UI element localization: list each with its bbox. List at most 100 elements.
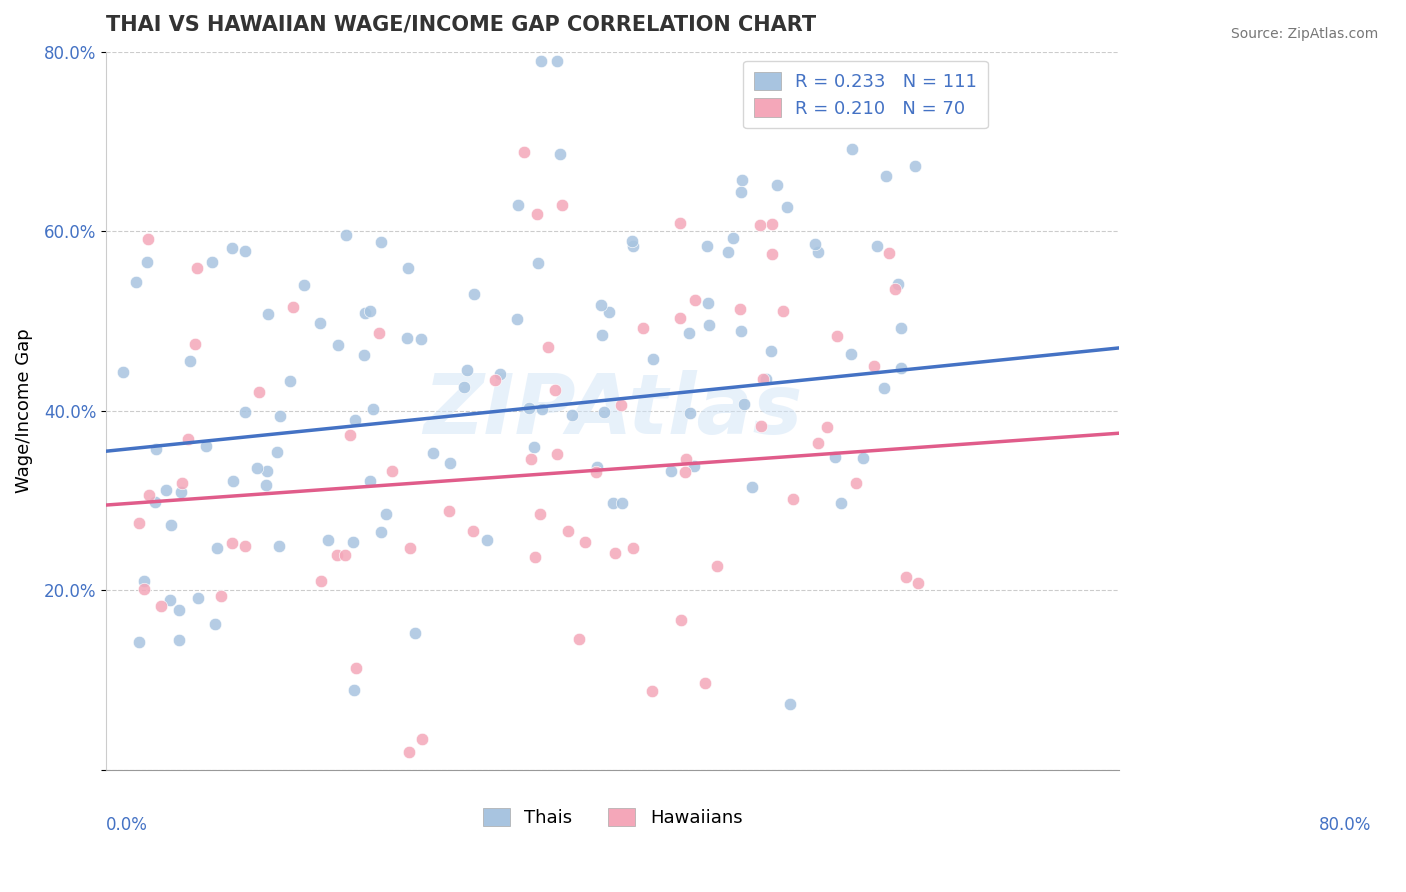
- Point: [659, 464, 682, 478]
- Point: [172, 475, 194, 490]
- Point: [233, 244, 256, 258]
- Legend: R = 0.233   N = 111, R = 0.210   N = 70: R = 0.233 N = 111, R = 0.210 N = 70: [742, 61, 988, 128]
- Point: [904, 160, 927, 174]
- Point: [749, 418, 772, 433]
- Point: [679, 406, 702, 420]
- Point: [603, 546, 626, 560]
- Point: [211, 589, 233, 603]
- Point: [368, 326, 391, 340]
- Point: [335, 228, 357, 243]
- Point: [187, 591, 209, 605]
- Point: [437, 504, 460, 518]
- Point: [815, 419, 838, 434]
- Point: [536, 340, 558, 354]
- Text: 80.0%: 80.0%: [1319, 816, 1372, 834]
- Point: [845, 475, 868, 490]
- Point: [706, 558, 728, 573]
- Point: [461, 524, 484, 538]
- Point: [696, 296, 718, 310]
- Point: [170, 484, 193, 499]
- Point: [159, 592, 181, 607]
- Point: [765, 178, 787, 193]
- Point: [782, 492, 804, 507]
- Point: [761, 247, 783, 261]
- Point: [398, 745, 420, 759]
- Point: [873, 381, 896, 395]
- Point: [132, 582, 155, 597]
- Point: [269, 540, 291, 554]
- Point: [177, 432, 200, 446]
- Point: [610, 398, 633, 412]
- Point: [640, 684, 662, 698]
- Point: [531, 402, 554, 417]
- Point: [333, 548, 356, 562]
- Point: [506, 311, 529, 326]
- Point: [339, 427, 361, 442]
- Point: [343, 413, 366, 427]
- Point: [179, 353, 201, 368]
- Point: [292, 278, 315, 293]
- Point: [134, 574, 156, 589]
- Point: [186, 260, 208, 275]
- Point: [128, 634, 150, 648]
- Point: [633, 321, 655, 335]
- Point: [759, 344, 782, 359]
- Point: [359, 475, 381, 489]
- Point: [266, 444, 288, 458]
- Point: [523, 440, 546, 454]
- Point: [841, 142, 863, 156]
- Point: [824, 450, 846, 464]
- Point: [546, 54, 568, 68]
- Point: [839, 347, 862, 361]
- Text: ZIPAtlas: ZIPAtlas: [423, 370, 803, 451]
- Point: [422, 446, 444, 460]
- Point: [254, 478, 277, 492]
- Point: [717, 245, 740, 260]
- Point: [755, 371, 778, 385]
- Point: [894, 570, 917, 584]
- Point: [907, 576, 929, 591]
- Point: [195, 439, 218, 453]
- Point: [124, 275, 146, 289]
- Point: [544, 383, 567, 397]
- Point: [610, 496, 633, 510]
- Point: [370, 525, 392, 540]
- Point: [204, 617, 226, 632]
- Point: [621, 238, 644, 252]
- Point: [353, 305, 375, 319]
- Point: [804, 237, 827, 252]
- Point: [463, 287, 485, 301]
- Point: [852, 451, 875, 466]
- Point: [374, 507, 396, 521]
- Point: [184, 337, 207, 351]
- Point: [398, 541, 420, 555]
- Point: [484, 373, 506, 387]
- Point: [730, 324, 752, 338]
- Point: [561, 408, 583, 422]
- Point: [643, 351, 665, 366]
- Point: [621, 541, 644, 555]
- Point: [245, 461, 267, 475]
- Point: [529, 507, 551, 521]
- Point: [621, 234, 644, 248]
- Point: [512, 145, 534, 160]
- Point: [890, 320, 912, 334]
- Point: [160, 517, 183, 532]
- Point: [381, 464, 404, 478]
- Point: [136, 232, 159, 246]
- Point: [592, 404, 614, 418]
- Point: [344, 661, 367, 675]
- Point: [233, 404, 256, 418]
- Point: [326, 338, 349, 352]
- Point: [551, 198, 574, 212]
- Point: [866, 238, 889, 252]
- Point: [343, 682, 366, 697]
- Point: [342, 535, 364, 549]
- Point: [453, 380, 475, 394]
- Point: [807, 244, 830, 259]
- Point: [675, 451, 697, 466]
- Point: [221, 474, 243, 488]
- Point: [546, 447, 568, 461]
- Point: [875, 169, 897, 183]
- Point: [489, 368, 512, 382]
